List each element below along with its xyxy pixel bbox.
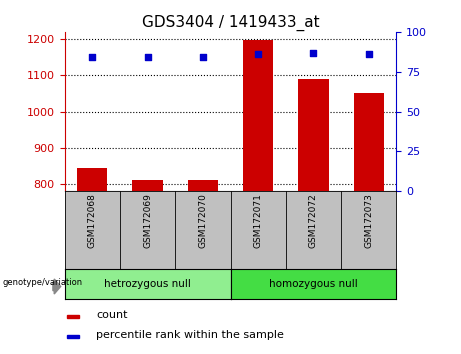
Text: genotype/variation: genotype/variation: [3, 278, 83, 287]
Text: GSM172073: GSM172073: [364, 194, 373, 249]
Point: [365, 51, 372, 57]
Point: [144, 55, 151, 60]
Bar: [67, 335, 79, 338]
Bar: [243, 40, 273, 191]
Text: GSM172071: GSM172071: [254, 194, 263, 249]
FancyArrow shape: [53, 279, 61, 294]
Text: homozygous null: homozygous null: [269, 279, 358, 289]
Text: percentile rank within the sample: percentile rank within the sample: [96, 330, 284, 341]
Point: [254, 51, 262, 57]
Text: hetrozygous null: hetrozygous null: [104, 279, 191, 289]
Text: GSM172069: GSM172069: [143, 194, 152, 249]
Bar: [354, 93, 384, 191]
Title: GDS3404 / 1419433_at: GDS3404 / 1419433_at: [142, 14, 319, 30]
Point: [89, 55, 96, 60]
Bar: [132, 179, 163, 191]
Bar: [77, 169, 107, 191]
Text: GSM172070: GSM172070: [198, 194, 207, 249]
Text: count: count: [96, 310, 128, 320]
Bar: [67, 315, 79, 318]
Text: GSM172068: GSM172068: [88, 194, 97, 249]
Bar: [298, 79, 329, 191]
Point: [199, 55, 207, 60]
Bar: [188, 179, 218, 191]
Point: [310, 50, 317, 56]
Text: GSM172072: GSM172072: [309, 194, 318, 248]
